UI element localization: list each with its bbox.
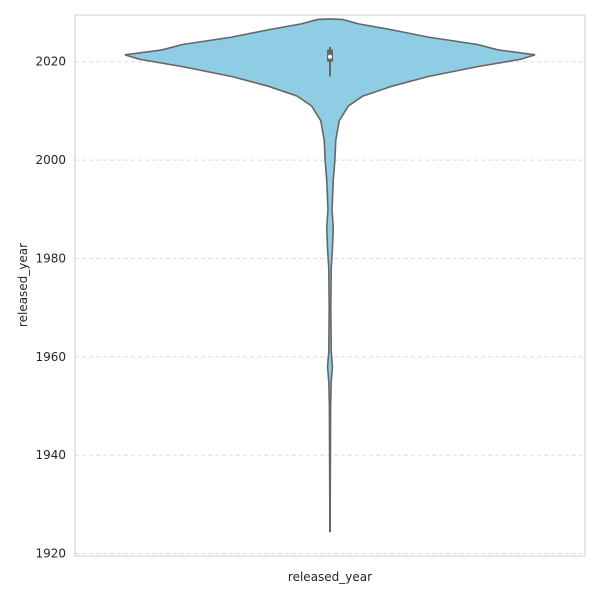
y-tick-label: 1960	[35, 350, 66, 364]
y-tick-label: 1920	[35, 547, 66, 561]
median-dot	[328, 54, 332, 59]
y-axis-ticks: 1920 1940 1960 1980 2000 2020	[35, 55, 66, 561]
y-axis-label: released_year	[16, 243, 30, 327]
x-axis-label: released_year	[288, 570, 372, 584]
y-tick-label: 1980	[35, 251, 66, 265]
plot-frame	[74, 14, 586, 557]
y-tick-label: 1940	[35, 448, 66, 462]
y-tick-label: 2020	[35, 55, 66, 69]
y-tick-label: 2000	[35, 153, 66, 167]
violin-body	[124, 18, 536, 533]
